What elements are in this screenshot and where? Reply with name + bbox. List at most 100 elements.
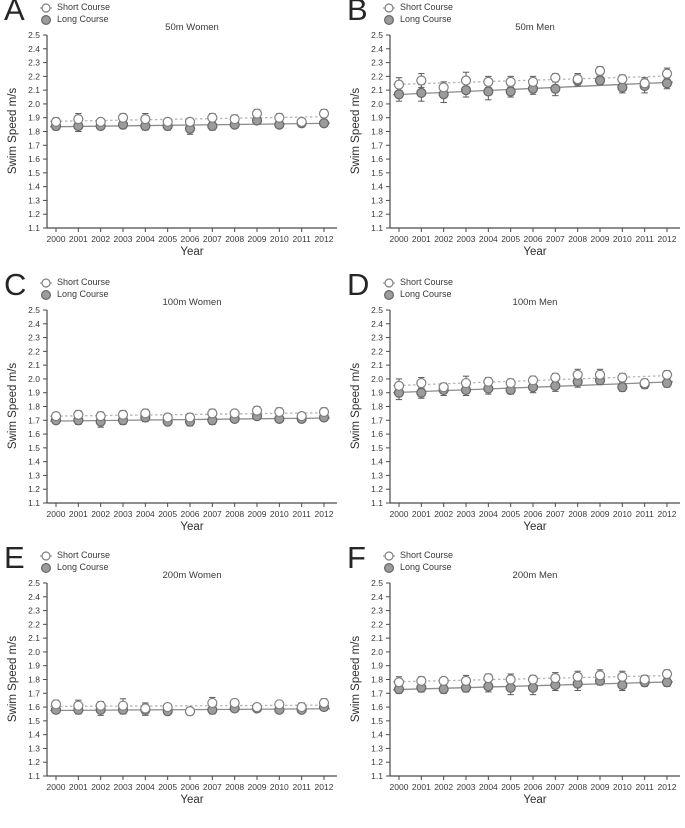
svg-text:2008: 2008 [568,782,587,792]
legend-label-short-course: Short Course [57,2,111,12]
plot-svg: 1.1 1.2 1.3 1.4 1.5 1.6 1.7 1.8 1.9 2.0 2.1 2.2 2.3 2… [28,305,337,519]
svg-text:2009: 2009 [248,509,267,519]
svg-text:2000: 2000 [47,234,66,244]
svg-text:2.2: 2.2 [371,346,383,356]
svg-text:2010: 2010 [613,234,632,244]
legend-label-short-course: Short Course [400,2,454,12]
svg-text:2008: 2008 [225,234,244,244]
svg-text:2004: 2004 [479,509,498,519]
svg-text:1.2: 1.2 [28,484,40,494]
svg-text:1.1: 1.1 [28,771,40,781]
svg-text:1.9: 1.9 [371,388,383,398]
y-axis-label: Swim Speed m/s [350,87,362,175]
svg-text:2006: 2006 [524,509,543,519]
svg-text:1.5: 1.5 [28,716,40,726]
svg-text:2003: 2003 [114,234,133,244]
legend-label-short-course: Short Course [400,550,454,560]
svg-text:2.3: 2.3 [371,58,383,68]
svg-text:2001: 2001 [69,234,88,244]
filled-circle-marker-icon [40,13,52,26]
legend-item-long-course: Long Course [40,13,110,26]
chart-200m-men: 1.1 1.2 1.3 1.4 1.5 1.6 1.7 1.8 1.9 2.0 2.1 2.2 2.3 2… [343,548,685,823]
svg-text:1.7: 1.7 [371,140,383,150]
svg-text:1.6: 1.6 [371,154,383,164]
svg-text:2010: 2010 [270,509,289,519]
panel-letter-d: D [347,267,370,302]
svg-text:2006: 2006 [181,234,200,244]
svg-text:1.7: 1.7 [28,688,40,698]
svg-text:2010: 2010 [613,509,632,519]
svg-text:1.7: 1.7 [371,688,383,698]
svg-text:2005: 2005 [501,782,520,792]
legend-label-short-course: Short Course [57,277,111,287]
svg-text:2005: 2005 [158,509,177,519]
svg-text:2005: 2005 [501,234,520,244]
svg-text:2002: 2002 [91,782,110,792]
svg-text:2000: 2000 [47,782,66,792]
svg-text:2000: 2000 [390,234,409,244]
plot-svg: 1.1 1.2 1.3 1.4 1.5 1.6 1.7 1.8 1.9 2.0 2.1 2.2 2.3 2… [28,30,337,244]
svg-text:2009: 2009 [591,782,610,792]
svg-text:2009: 2009 [591,234,610,244]
svg-text:1.6: 1.6 [371,702,383,712]
svg-text:2002: 2002 [91,234,110,244]
svg-text:1.9: 1.9 [28,388,40,398]
svg-text:2010: 2010 [270,234,289,244]
svg-text:1.5: 1.5 [28,168,40,178]
open-circle-marker-icon [383,276,395,288]
svg-text:2.1: 2.1 [28,360,40,370]
svg-text:2008: 2008 [225,509,244,519]
legend-item-long-course: Long Course [383,561,453,574]
svg-text:1.5: 1.5 [28,443,40,453]
legend-label-long-course: Long Course [400,562,452,572]
open-circle-marker-icon [383,1,395,13]
svg-text:2007: 2007 [546,782,565,792]
filled-circle-marker-icon [383,561,395,574]
svg-text:1.7: 1.7 [371,415,383,425]
svg-text:2006: 2006 [181,509,200,519]
svg-text:2003: 2003 [457,509,476,519]
y-axis-label: Swim Speed m/s [7,362,19,450]
filled-circle-marker-icon [383,13,395,26]
svg-text:2.5: 2.5 [371,30,383,40]
legend-item-short-course: Short Course [40,549,110,561]
svg-text:2.5: 2.5 [28,30,40,40]
legend-b: Short Course Long Course [383,1,454,26]
svg-text:1.3: 1.3 [28,195,40,205]
svg-text:1.6: 1.6 [28,429,40,439]
legend-item-long-course: Long Course [40,561,110,574]
legend-a: Short Course Long Course [40,1,111,26]
legend-item-short-course: Short Course [40,276,110,288]
svg-text:1.2: 1.2 [371,484,383,494]
svg-text:1.4: 1.4 [371,730,383,740]
svg-text:1.3: 1.3 [371,743,383,753]
svg-text:2006: 2006 [524,782,543,792]
svg-text:2009: 2009 [591,509,610,519]
legend-d: Short Course Long Course [383,276,453,301]
svg-text:2005: 2005 [158,782,177,792]
svg-text:2.2: 2.2 [28,346,40,356]
svg-text:2.5: 2.5 [28,578,40,588]
panel-title: 50m Men [515,22,555,33]
legend-c: Short Course Long Course [40,276,110,301]
svg-text:2000: 2000 [390,782,409,792]
legend-item-short-course: Short Course [383,549,453,561]
svg-text:2.1: 2.1 [28,85,40,95]
svg-text:1.4: 1.4 [28,730,40,740]
svg-text:2006: 2006 [524,234,543,244]
svg-text:1.8: 1.8 [371,127,383,137]
svg-text:2007: 2007 [546,234,565,244]
panel-title: 100m Men [512,297,558,308]
svg-text:2.4: 2.4 [28,44,40,54]
legend-item-long-course: Long Course [40,288,110,301]
svg-text:2006: 2006 [181,782,200,792]
svg-text:2.2: 2.2 [371,619,383,629]
legend-item-short-course: Short Course [383,276,453,288]
panel-letter-b: B [347,0,368,27]
legend-label-long-course: Long Course [57,562,109,572]
svg-text:2002: 2002 [434,782,453,792]
svg-text:2011: 2011 [293,509,312,519]
svg-text:2002: 2002 [434,509,453,519]
svg-text:1.6: 1.6 [28,154,40,164]
legend-label-long-course: Long Course [57,14,109,24]
